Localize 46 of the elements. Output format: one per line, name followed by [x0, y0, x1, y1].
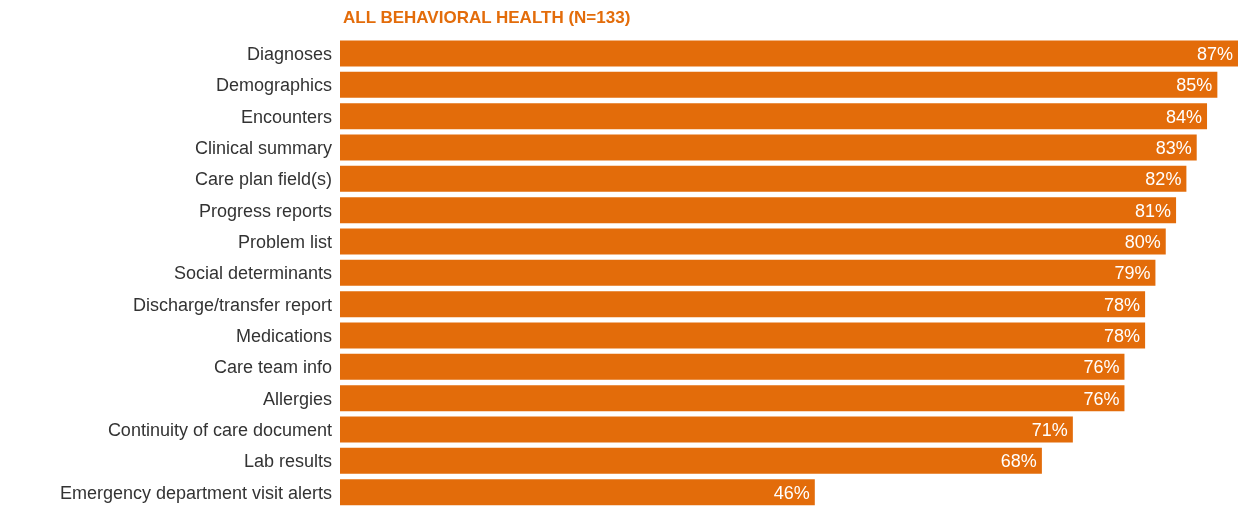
- y-tick-label: Emergency department visit alerts: [59, 482, 332, 503]
- bar: [340, 353, 1125, 380]
- y-tick-label: Progress reports: [198, 200, 332, 221]
- y-tick-label: Clinical summary: [194, 138, 332, 159]
- bar: [340, 197, 1177, 224]
- data-label: 80%: [1124, 231, 1161, 252]
- bar: [340, 447, 1042, 474]
- bar: [340, 103, 1208, 130]
- chart-title: ALL BEHAVIORAL HEALTH (N=133): [343, 8, 631, 28]
- data-label: 71%: [1031, 419, 1068, 440]
- bar: [340, 479, 815, 506]
- data-label: 83%: [1155, 137, 1192, 158]
- bar: [340, 134, 1197, 161]
- data-label: 85%: [1176, 75, 1213, 96]
- bar: [340, 291, 1146, 318]
- bar: [340, 416, 1073, 443]
- y-tick-label: Continuity of care document: [107, 420, 332, 441]
- bar: [340, 228, 1166, 255]
- data-label: 46%: [773, 482, 810, 503]
- data-label: 68%: [1000, 451, 1037, 472]
- data-label: 87%: [1196, 43, 1233, 64]
- y-tick-label: Care plan field(s): [194, 169, 332, 190]
- y-tick-label: Allergies: [262, 388, 332, 409]
- data-label: 79%: [1114, 263, 1151, 284]
- bar: [340, 259, 1156, 286]
- bar: [340, 385, 1125, 412]
- y-tick-label: Problem list: [237, 232, 332, 253]
- y-tick-label: Lab results: [243, 451, 332, 472]
- y-tick-label: Care team info: [213, 357, 332, 378]
- y-tick-label: Demographics: [215, 75, 332, 96]
- data-label: 78%: [1104, 294, 1141, 315]
- y-tick-label: Discharge/transfer report: [132, 294, 332, 315]
- data-label: 81%: [1135, 200, 1172, 221]
- bar: [340, 165, 1187, 192]
- data-label: 76%: [1083, 388, 1120, 409]
- y-tick-label: Medications: [235, 326, 332, 347]
- y-tick-label: Diagnoses: [246, 44, 332, 65]
- y-tick-label: Encounters: [240, 106, 332, 127]
- bar: [340, 322, 1146, 349]
- data-label: 84%: [1166, 106, 1203, 127]
- data-label: 76%: [1083, 357, 1120, 378]
- y-tick-label: Social determinants: [173, 263, 332, 284]
- bar: [340, 71, 1218, 98]
- data-label: 82%: [1145, 169, 1182, 190]
- data-label: 78%: [1104, 325, 1141, 346]
- bar: [340, 40, 1238, 67]
